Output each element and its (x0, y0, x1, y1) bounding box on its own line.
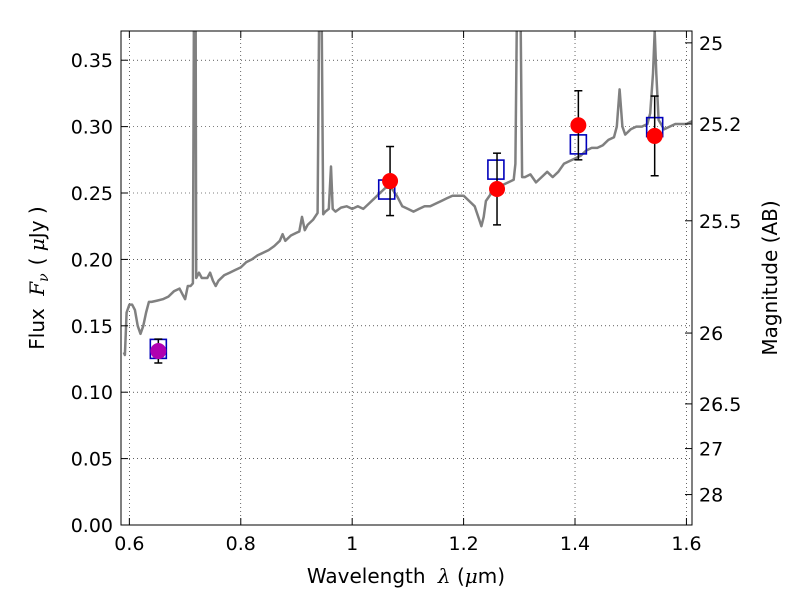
y-tick-label: 0.15 (71, 316, 113, 338)
y2-axis-title: Magnitude (AB) (758, 200, 782, 355)
y-axis-title-sub: ν (36, 273, 52, 282)
y2-tick-label: 26.5 (699, 394, 741, 416)
y-tick-label: 0.05 (71, 449, 113, 471)
x-tick-label: 1.4 (560, 533, 590, 555)
axis-ticks: 0.6 0.8 1 1.2 1.4 1.6 0.00 0.05 0.10 0.15 0.20 0.25… (71, 31, 741, 555)
y-axis-title-prefix: Flux (25, 308, 49, 350)
observed-flux-point (489, 181, 506, 198)
x-axis-title-prefix: Wavelength (307, 564, 426, 588)
x-tick-label: 0.6 (114, 533, 144, 555)
y-tick-label: 0.30 (71, 117, 113, 139)
y2-tick-label: 25.2 (699, 114, 741, 136)
x-axis-title-symbol: λ (437, 564, 451, 588)
plot-frame (120, 30, 693, 526)
y-axis-title-unit-mu: μ (25, 238, 49, 251)
x-tick-label: 1.2 (448, 533, 478, 555)
y-axis-title-unit-rest: Jy ) (25, 206, 49, 240)
y-tick-label: 0.25 (71, 183, 113, 205)
observed-flux-point (646, 127, 663, 144)
y-tick-label: 0.00 (71, 515, 113, 537)
observed-flux-point (570, 117, 587, 134)
x-tick-label: 1 (346, 533, 358, 555)
spectrum-line (122, 31, 692, 357)
x-axis-title-unit-rest: m) (478, 564, 505, 588)
y-axis-title: Flux Fν ( μJy ) (25, 206, 52, 349)
y2-tick-label: 27 (699, 439, 723, 461)
model-square-point (487, 159, 505, 180)
observed-flux-point (382, 173, 399, 190)
y2-tick-label: 25.5 (699, 211, 741, 233)
y-tick-label: 0.35 (71, 50, 113, 72)
x-axis-title-unit-mu: μ (465, 564, 478, 588)
x-tick-label: 1.6 (671, 533, 701, 555)
y-axis-title-symbol: F (25, 281, 49, 297)
y2-tick-label: 26 (699, 323, 723, 345)
y2-tick-label: 28 (699, 485, 723, 507)
observed-flux-point (150, 343, 167, 360)
x-axis-title: Wavelength λ (μm) (307, 564, 505, 588)
y-tick-label: 0.20 (71, 249, 113, 271)
x-axis-title-unit-open: ( (451, 564, 465, 588)
y-tick-label: 0.10 (71, 382, 113, 404)
plot-data (122, 31, 692, 364)
x-tick-label: 0.8 (226, 533, 256, 555)
y-axis-title-unit-open: ( (25, 251, 49, 265)
y2-tick-label: 25 (699, 33, 723, 55)
